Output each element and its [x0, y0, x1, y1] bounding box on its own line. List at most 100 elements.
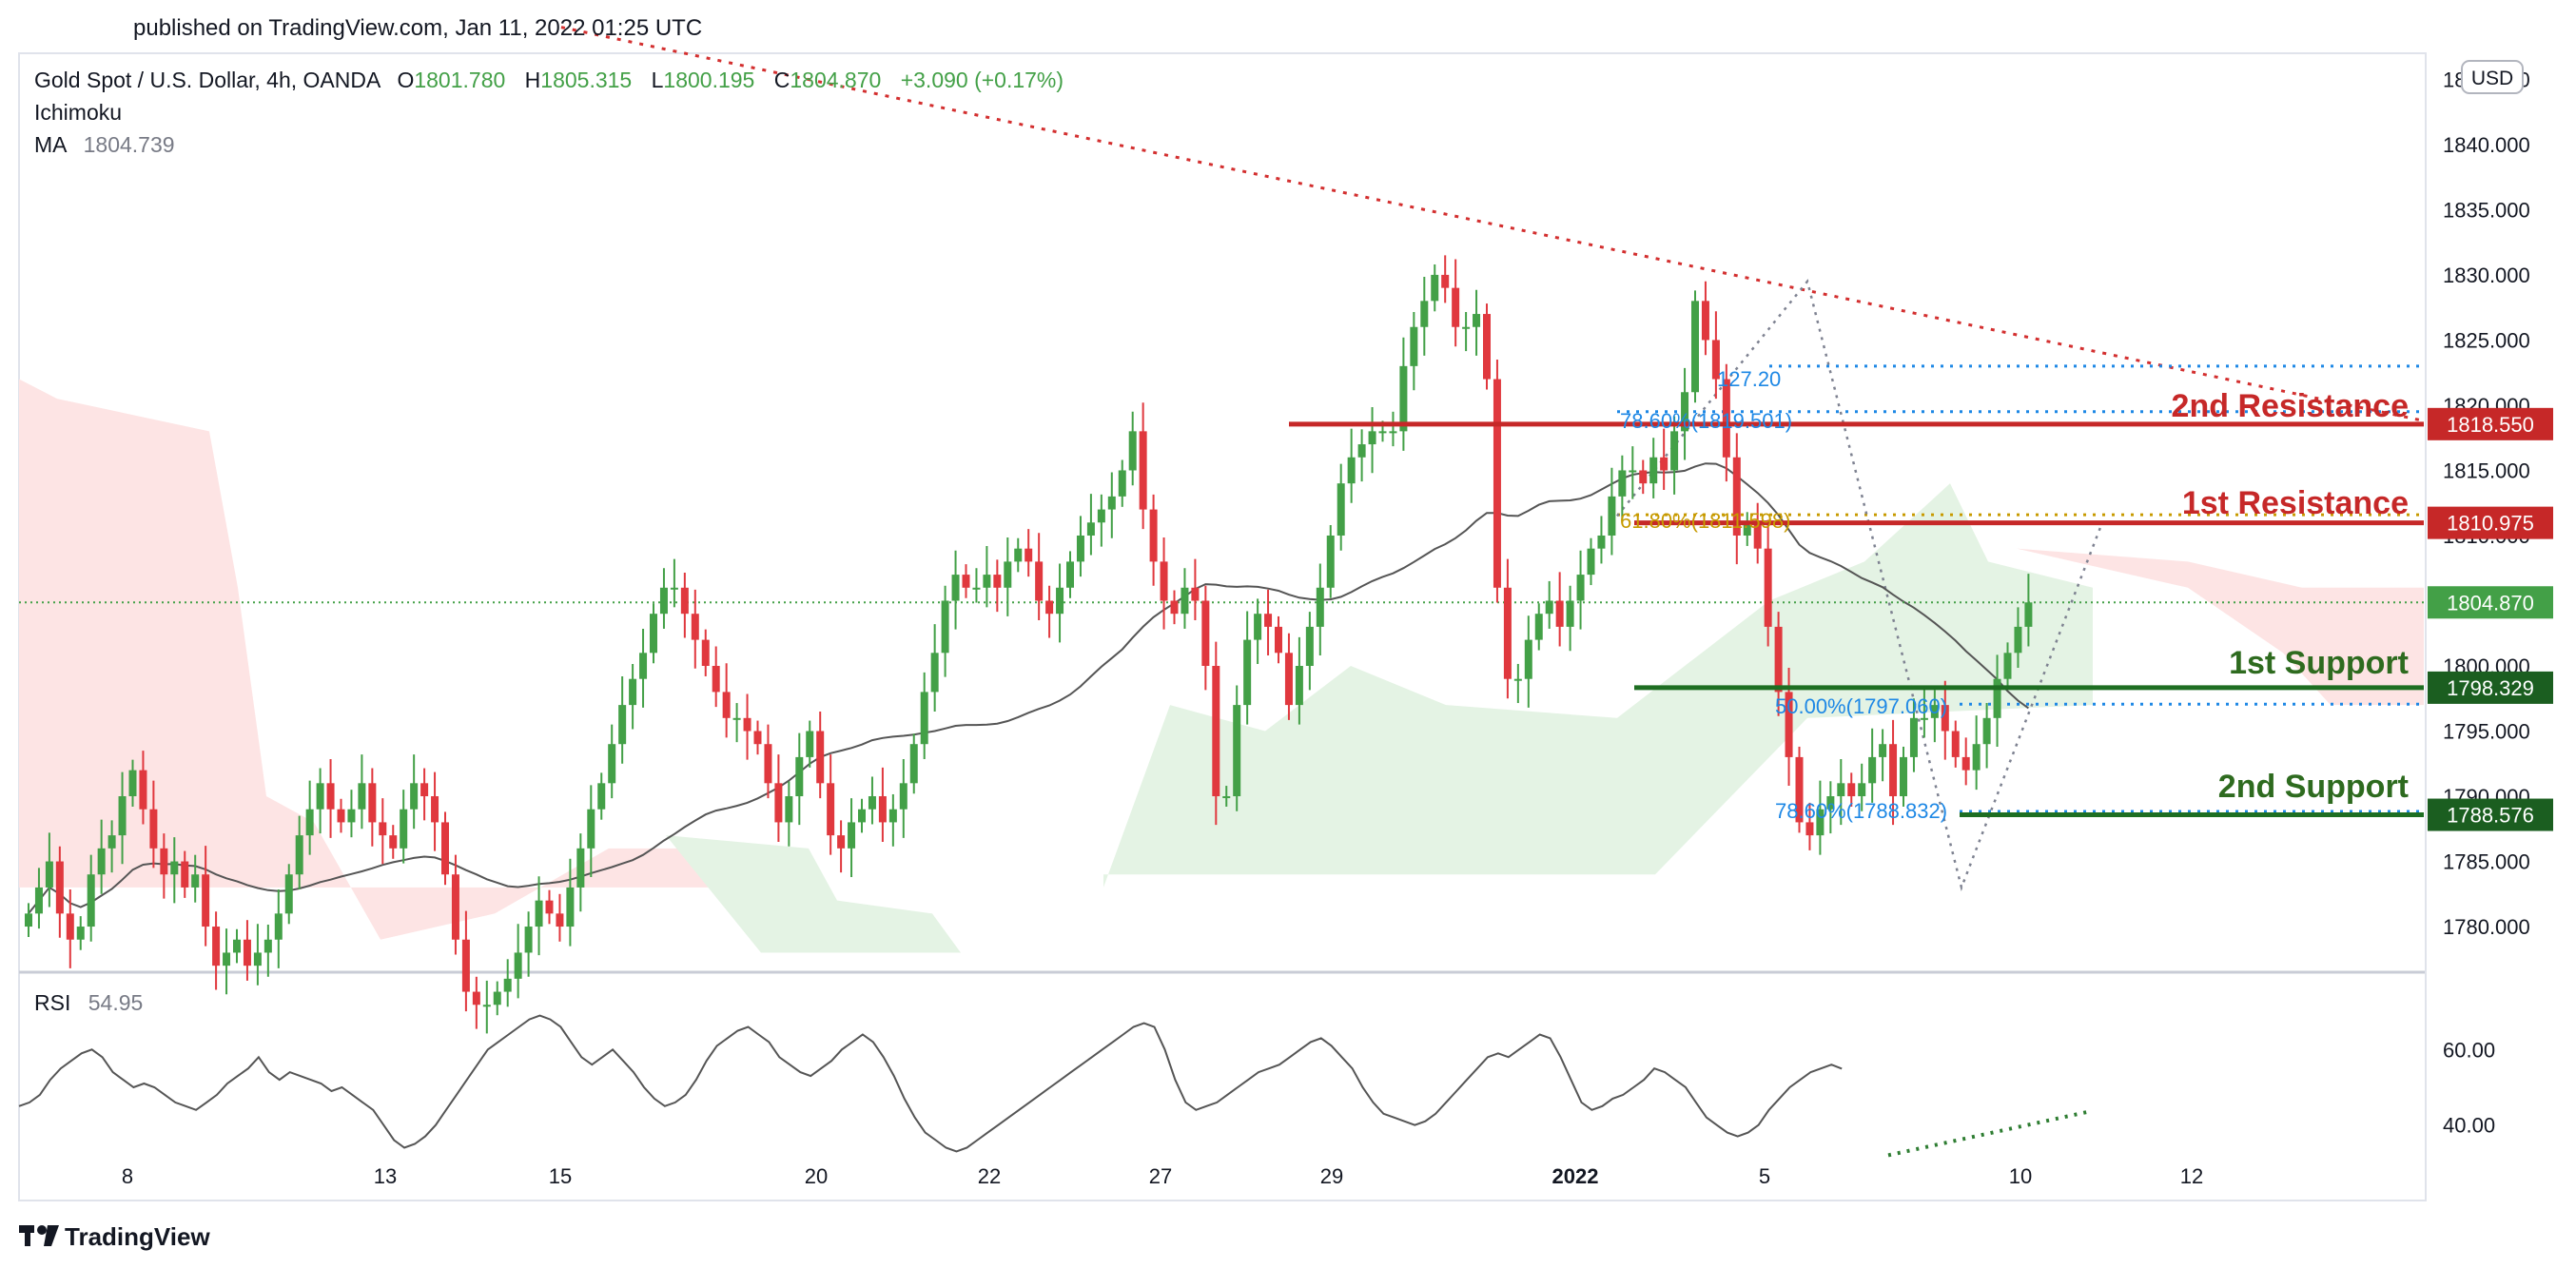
- candle: [1337, 463, 1345, 551]
- candle: [1264, 589, 1273, 656]
- candle-body: [25, 913, 32, 927]
- rsi-legend[interactable]: RSI 54.95: [34, 990, 143, 1015]
- currency-label: USD: [2471, 68, 2513, 89]
- candle: [107, 820, 116, 873]
- r2-label: 2nd Resistance: [2172, 388, 2409, 424]
- fib-786-lower-label: 78.60%(1788.832): [1775, 799, 1947, 823]
- candle: [1149, 494, 1158, 586]
- candle-body: [128, 770, 137, 797]
- candle-body: [1691, 301, 1699, 393]
- candle: [1743, 512, 1751, 546]
- candle: [1191, 558, 1200, 621]
- candle-body: [1785, 692, 1793, 757]
- candle-body: [1378, 431, 1387, 434]
- candle-body: [1254, 614, 1262, 640]
- ma-legend[interactable]: MA 1804.739: [34, 132, 175, 157]
- candle-body: [305, 809, 314, 836]
- candle: [1545, 580, 1553, 629]
- candle-body: [97, 848, 106, 875]
- ichimoku-label[interactable]: Ichimoku: [34, 100, 122, 125]
- candle: [482, 980, 491, 1034]
- candle: [576, 833, 585, 912]
- moving-average-line: [28, 462, 2029, 914]
- candle: [1951, 720, 1960, 768]
- candle-body: [2014, 626, 2022, 654]
- candle: [379, 798, 387, 865]
- candle-body: [76, 927, 85, 940]
- candle-body: [45, 861, 53, 888]
- candle-body: [1222, 796, 1231, 799]
- candle-body: [1483, 314, 1491, 380]
- candle: [1275, 615, 1282, 664]
- candle-body: [441, 822, 449, 875]
- candle-body: [608, 744, 616, 784]
- badge-box: [2428, 586, 2553, 619]
- candle-body: [1118, 470, 1126, 497]
- candle: [972, 568, 981, 603]
- candle-body: [1858, 783, 1866, 797]
- candle-body: [650, 614, 657, 654]
- fib-618-label: 61.80%(1811.598): [1620, 509, 1790, 533]
- candle-body: [1555, 600, 1564, 627]
- candle-body: [983, 575, 991, 588]
- candle: [2024, 574, 2033, 647]
- candle: [139, 751, 147, 825]
- badge-box: [2428, 506, 2553, 539]
- candle-body: [1639, 470, 1648, 484]
- badge-text: 1804.870: [2447, 591, 2534, 615]
- currency-button[interactable]: [2461, 60, 2524, 94]
- candle-body: [493, 991, 501, 1005]
- candle: [639, 628, 648, 708]
- candle: [1295, 636, 1303, 725]
- time-tick: 22: [978, 1164, 1001, 1188]
- candle: [1681, 367, 1689, 460]
- candle-body: [1982, 717, 1991, 745]
- candle-body: [1452, 287, 1460, 327]
- candle: [1139, 402, 1147, 530]
- candle-body: [1743, 522, 1751, 536]
- candle-body: [1045, 600, 1054, 615]
- candle-body: [1233, 705, 1241, 797]
- candle: [337, 798, 345, 833]
- candle: [441, 811, 449, 886]
- candle: [941, 585, 949, 677]
- candle-body: [659, 587, 668, 615]
- candle-body: [587, 809, 595, 849]
- candle-body: [1357, 444, 1366, 458]
- candle-body: [629, 678, 637, 706]
- candle-body: [1284, 653, 1293, 706]
- rsi-divergence-line: [1887, 1109, 2089, 1158]
- candle-body: [743, 717, 751, 732]
- candle: [305, 780, 314, 855]
- candle-body: [118, 796, 127, 836]
- candle-body: [149, 809, 158, 849]
- candle: [128, 759, 137, 807]
- candle: [1118, 459, 1126, 507]
- candle: [316, 768, 324, 834]
- r1-label: 1st Resistance: [2182, 485, 2409, 521]
- candle: [493, 981, 501, 1016]
- candle: [827, 754, 835, 855]
- candle: [389, 825, 398, 859]
- price-badge-s2: 1788.576: [2428, 798, 2553, 831]
- candle: [680, 573, 689, 638]
- tradingview-logo[interactable]: TradingView: [19, 1222, 210, 1251]
- time-tick: 12: [2180, 1164, 2203, 1188]
- candle: [1066, 551, 1074, 598]
- candle: [566, 858, 575, 947]
- candle: [1389, 411, 1397, 447]
- candle: [1534, 603, 1543, 651]
- candle: [764, 724, 772, 799]
- candle: [701, 629, 710, 676]
- candle: [1649, 438, 1658, 498]
- candle: [1201, 585, 1210, 691]
- candle-body: [1660, 457, 1669, 471]
- candle-body: [1681, 392, 1689, 432]
- candle-body: [482, 1005, 491, 1007]
- candle: [284, 864, 293, 925]
- harmonic-zigzag: [1616, 279, 2104, 892]
- price-badge-last: 1804.870: [2428, 586, 2553, 619]
- candle: [1691, 290, 1699, 403]
- cloud-red-left: [19, 379, 761, 940]
- fib-786-upper-label: 78.60%(1819.501): [1620, 409, 1792, 433]
